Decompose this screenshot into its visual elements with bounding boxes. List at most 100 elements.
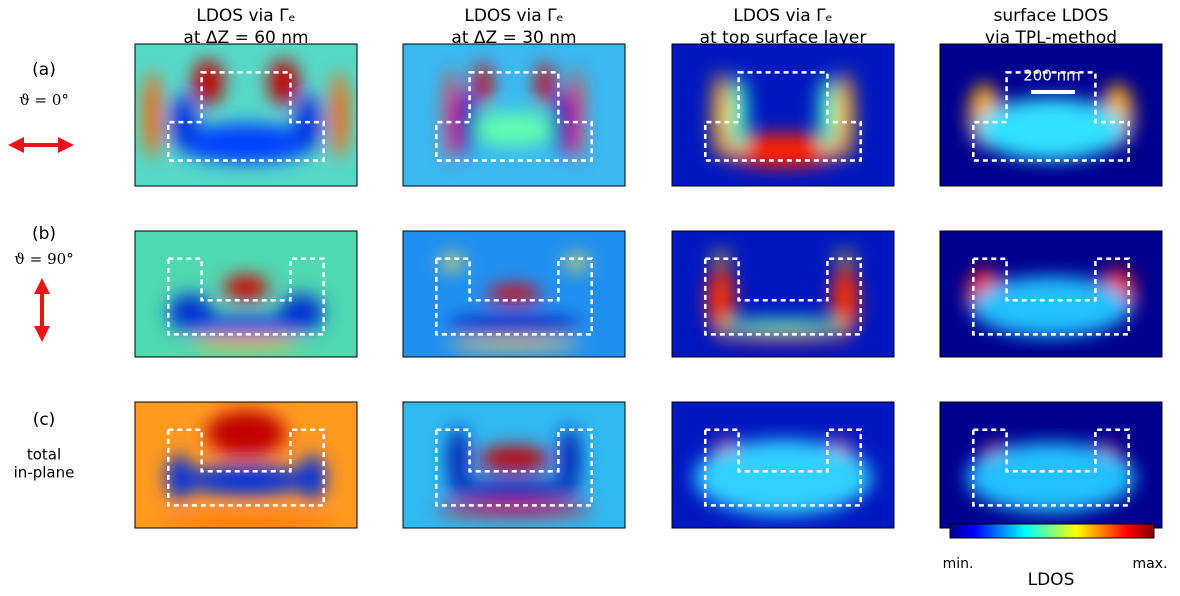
heatmap-blob xyxy=(536,62,554,106)
heatmap-blob xyxy=(223,275,269,301)
heatmap-panel xyxy=(939,230,1163,358)
heatmap-blob xyxy=(447,315,581,336)
heatmap-panel xyxy=(939,401,1163,529)
heatmap-blob xyxy=(565,254,588,271)
heatmap-blob xyxy=(166,454,193,501)
heatmap-blob xyxy=(711,72,730,158)
heatmap-blob xyxy=(143,72,162,158)
structure-outline xyxy=(704,71,862,162)
heatmap-blob xyxy=(558,427,581,491)
heatmap-panel xyxy=(671,401,895,529)
heatmap-blob xyxy=(440,254,463,271)
row-label: (a) xyxy=(32,60,56,80)
panel-frame xyxy=(671,230,895,358)
heatmap-blob xyxy=(966,442,1136,513)
panel-frame xyxy=(402,230,626,358)
heatmap-panel xyxy=(671,43,895,187)
panel-frame xyxy=(134,43,358,187)
structure-outline xyxy=(435,257,593,336)
structure-outline xyxy=(167,428,325,507)
heatmap-blob xyxy=(975,97,1127,161)
heatmap-blob xyxy=(569,69,583,161)
heatmap-blob xyxy=(268,59,300,106)
heatmap-blob xyxy=(183,465,309,496)
heatmap-blob xyxy=(179,315,313,336)
structure-outline xyxy=(972,71,1130,162)
heatmap-panel xyxy=(671,230,895,358)
heatmap-blob xyxy=(447,339,581,350)
heatmap-blobs xyxy=(968,83,1134,161)
heatmap-blobs xyxy=(143,59,349,164)
row-label: (c) xyxy=(33,410,56,430)
heatmap-blob xyxy=(694,439,872,516)
heatmap-blob xyxy=(474,62,492,106)
heatmap-panel xyxy=(134,43,358,187)
panel-frame xyxy=(134,401,358,529)
heatmap-panel xyxy=(939,43,1163,187)
heatmap-blobs xyxy=(157,410,335,528)
heatmap-blob xyxy=(445,69,459,161)
structure-outline xyxy=(972,428,1130,507)
heatmap-blob xyxy=(192,59,224,106)
column-title: LDOS via Γₑ xyxy=(196,6,295,26)
heatmap-blobs xyxy=(966,268,1136,337)
row-note: total xyxy=(27,446,61,464)
column-title: at ΔZ = 60 nm xyxy=(183,28,308,48)
colorbar xyxy=(949,523,1155,539)
column-title: at ΔZ = 30 nm xyxy=(451,28,576,48)
heatmap-blob xyxy=(707,265,735,336)
heatmap-blob xyxy=(190,335,302,349)
heatmap-blob xyxy=(299,454,326,501)
heatmap-blob xyxy=(818,75,837,155)
column-title: surface LDOS xyxy=(994,6,1109,26)
heatmap-blob xyxy=(716,334,850,342)
heatmap-blob xyxy=(447,480,581,501)
panel-frame xyxy=(939,230,1163,358)
scale-bar-label: 200 nm xyxy=(1023,67,1081,85)
panel-frame xyxy=(402,43,626,187)
heatmap-blobs xyxy=(711,72,855,168)
heatmap-panel xyxy=(134,401,358,529)
heatmap-blob xyxy=(330,72,349,158)
panel-frame xyxy=(671,401,895,529)
heatmap-blob xyxy=(720,133,846,168)
heatmap-panel xyxy=(402,230,626,358)
structure-outline xyxy=(167,257,325,336)
row-angle: ϑ = 90° xyxy=(14,250,73,268)
row-label: (b) xyxy=(32,224,56,244)
heatmap-blob xyxy=(469,112,559,147)
column-title: LDOS via Γₑ xyxy=(464,6,563,26)
colorbar-max: max. xyxy=(1133,556,1168,572)
heatmap-blob xyxy=(179,123,313,164)
structure-outline xyxy=(704,257,862,336)
heatmap-blob xyxy=(447,427,470,491)
heatmap-blob xyxy=(487,285,541,303)
heatmap-blobs xyxy=(445,62,583,161)
heatmap-blobs xyxy=(168,275,324,349)
heatmap-blob xyxy=(206,410,286,457)
panel-frame xyxy=(939,43,1163,187)
row-angle: ϑ = 0° xyxy=(19,91,69,109)
heatmap-blob xyxy=(478,446,550,472)
heatmap-blob xyxy=(971,276,1131,337)
column-title: at top surface layer xyxy=(700,28,867,48)
panel-frame xyxy=(402,401,626,529)
heatmap-blobs xyxy=(694,439,872,516)
column-title: via TPL-method xyxy=(985,28,1117,48)
row-note: in-plane xyxy=(14,464,75,482)
heatmap-panel xyxy=(402,43,626,187)
colorbar-min: min. xyxy=(943,556,974,572)
heatmap-blob xyxy=(709,252,732,260)
heatmap-blob xyxy=(716,319,850,332)
heatmap-blob xyxy=(836,72,855,158)
heatmap-blob xyxy=(157,515,335,528)
heatmap-blob xyxy=(170,93,198,151)
structure-outline xyxy=(435,428,593,507)
panel-frame xyxy=(134,230,358,358)
colorbar-label: LDOS xyxy=(1028,570,1075,590)
heatmap-blob xyxy=(831,265,859,336)
structure-outline xyxy=(972,257,1130,336)
structure-outline xyxy=(435,71,593,162)
panel-frame xyxy=(671,43,895,187)
